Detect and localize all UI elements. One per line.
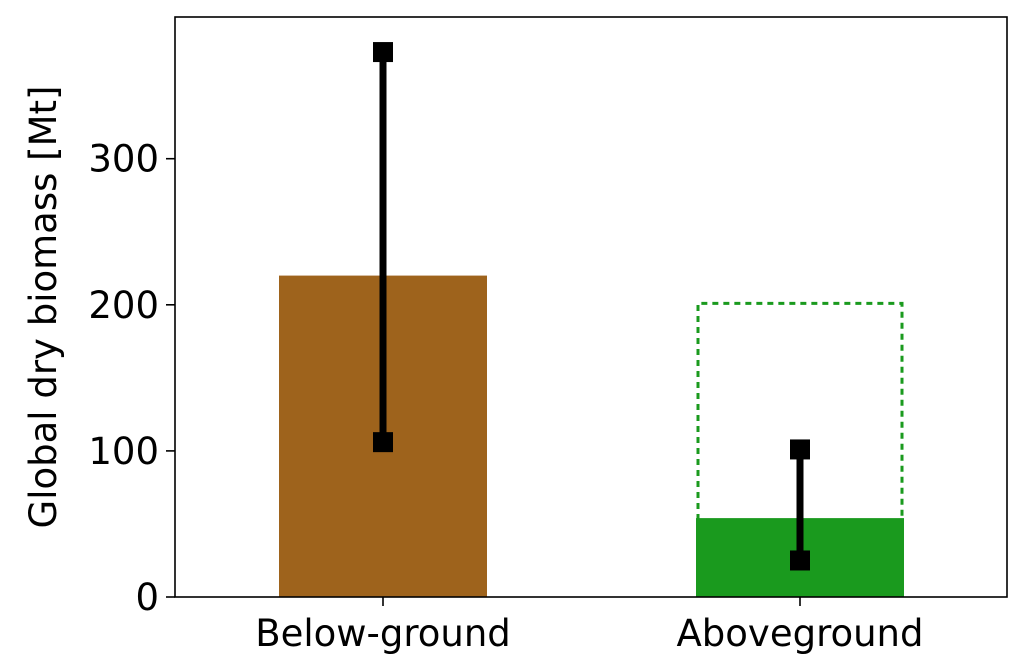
x-axis: Below-ground Aboveground xyxy=(255,597,924,655)
y-axis: 0 100 200 300 xyxy=(88,138,175,619)
y-tick-label: 300 xyxy=(88,138,159,181)
error-bar-high-marker xyxy=(373,42,393,63)
error-bar-high-marker xyxy=(790,439,810,460)
error-bars-layer xyxy=(373,42,810,571)
plot-frame xyxy=(174,16,1008,598)
error-bar-low-marker xyxy=(373,432,393,453)
outline-bar-layer xyxy=(696,301,904,597)
x-tick-label: Aboveground xyxy=(676,612,923,655)
outline-bar-aboveground xyxy=(696,301,904,597)
y-tick-label: 100 xyxy=(88,430,159,473)
y-tick-label: 200 xyxy=(88,284,159,327)
y-axis-title: Global dry biomass [Mt] xyxy=(22,86,65,529)
error-bar-low-marker xyxy=(790,550,810,571)
x-tick-label: Below-ground xyxy=(255,612,511,655)
y-tick-label: 0 xyxy=(135,576,159,619)
